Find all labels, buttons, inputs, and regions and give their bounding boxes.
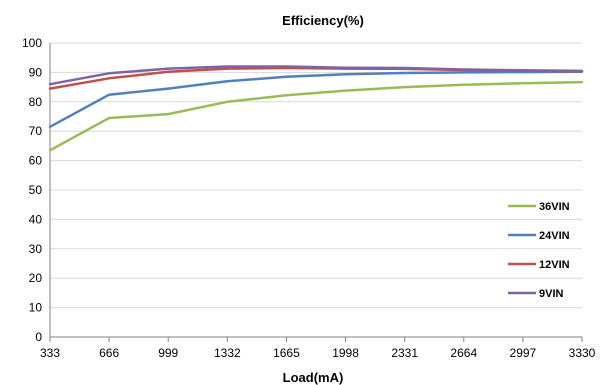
x-axis-title: Load(mA): [283, 370, 344, 385]
x-tick-label: 3330: [569, 346, 596, 360]
y-tick-label: 100: [22, 36, 42, 50]
series-lines: [48, 65, 584, 152]
series-line-9vin: [48, 65, 584, 86]
x-tick-label: 999: [158, 346, 178, 360]
x-tick-label: 2997: [510, 346, 537, 360]
series-line-24vin: [48, 70, 584, 129]
x-tick-label: 2664: [450, 346, 477, 360]
x-tick-label: 1665: [273, 346, 300, 360]
x-tick-label: 1332: [214, 346, 241, 360]
x-tick-label: 666: [99, 346, 119, 360]
axes: 0 10 20 30 40 50 60 70 80 90 100 333 666 999 1332 1665 1…: [22, 36, 596, 360]
y-tick-label: 80: [29, 95, 43, 109]
x-tick-label: 2331: [391, 346, 418, 360]
y-tick-label: 50: [29, 183, 43, 197]
y-tick-label: 10: [29, 301, 43, 315]
y-tick-label: 30: [29, 242, 43, 256]
y-tick-label: 20: [29, 271, 43, 285]
y-tick-label: 70: [29, 124, 43, 138]
x-tick-label: 1998: [332, 346, 359, 360]
legend-label-24vin: 24VIN: [539, 230, 570, 242]
grid: [50, 42, 582, 309]
x-tick-label: 333: [40, 346, 60, 360]
y-tick-label: 0: [35, 330, 42, 344]
y-tick-label: 60: [29, 154, 43, 168]
y-tick-label: 40: [29, 212, 43, 226]
legend-label-9vin: 9VIN: [539, 288, 564, 300]
legend-label-36vin: 36VIN: [539, 201, 570, 213]
legend: 36VIN 24VIN 12VIN 9VIN: [508, 201, 570, 300]
series-line-36vin: [48, 80, 584, 152]
chart-title: Efficiency(%): [282, 13, 364, 28]
y-tick-label: 90: [29, 65, 43, 79]
legend-label-12vin: 12VIN: [539, 259, 570, 271]
